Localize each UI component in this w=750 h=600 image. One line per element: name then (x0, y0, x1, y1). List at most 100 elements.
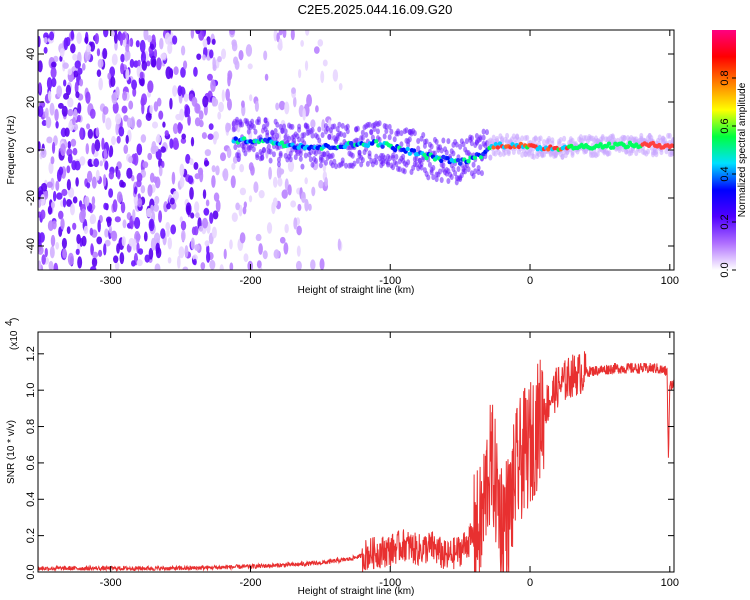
heatmap-noise-blob (67, 68, 73, 76)
heatmap-ridge-halo (344, 162, 349, 169)
heatmap-noise-blob (212, 131, 218, 145)
heatmap-ridge-halo (261, 146, 266, 153)
heatmap-x-tick-label: -100 (379, 275, 401, 287)
heatmap-y-tick-label: -40 (25, 238, 37, 254)
heatmap-noise-blob (155, 242, 160, 254)
heatmap-noise-blob (245, 44, 253, 57)
heatmap-noise-blob (202, 38, 208, 48)
heatmap-x-tick-label: 0 (527, 275, 533, 287)
heatmap-noise-blob (85, 143, 90, 155)
heatmap-noise-blob (103, 202, 108, 210)
heatmap-noise-blob (212, 57, 216, 70)
heatmap-noise-blob (138, 248, 144, 255)
heatmap-ridge-halo (335, 135, 340, 142)
heatmap-noise-blob (103, 148, 108, 159)
heatmap-ridge-halo (308, 149, 313, 156)
heatmap-noise-blob (278, 38, 283, 52)
heatmap-noise-blob (240, 100, 245, 108)
heatmap-ridge-halo (444, 149, 449, 156)
heatmap-ridge-halo (384, 123, 389, 130)
heatmap-noise-blob (95, 169, 100, 181)
heatmap-noise-blob (131, 175, 135, 182)
heatmap-noise-blob (105, 117, 112, 131)
heatmap-noise-blob (178, 246, 185, 259)
heatmap-noise-blob (141, 60, 148, 71)
heatmap-noise-blob (66, 198, 72, 207)
heatmap-noise-blob (72, 222, 77, 231)
heatmap-ridge-halo (332, 123, 337, 130)
heatmap-noise-blob (317, 39, 324, 47)
snr-x-tick-label: 0 (527, 577, 533, 589)
heatmap-noise-blob (119, 32, 124, 46)
heatmap-noise-blob (211, 175, 216, 188)
heatmap-noise-blob (85, 44, 92, 53)
heatmap-noise-blob (206, 36, 211, 45)
heatmap-noise-blob (144, 254, 150, 263)
heatmap-noise-blob (193, 258, 197, 266)
heatmap-ridge-point (233, 136, 238, 141)
heatmap-noise-blob (242, 206, 247, 215)
heatmap-ridge-halo (360, 157, 365, 164)
heatmap-ridge-halo (273, 128, 278, 135)
heatmap-ridge-halo (424, 138, 429, 145)
heatmap-ridge-halo (565, 148, 570, 155)
heatmap-ridge-point (407, 151, 413, 156)
heatmap-noise-blob (58, 102, 64, 109)
heatmap-ridge-halo (387, 123, 392, 130)
snr-x-axis-title: Height of straight line (km) (298, 586, 415, 597)
heatmap-noise-blob (128, 156, 133, 164)
heatmap-noise-blob (184, 245, 189, 258)
heatmap-noise-blob (111, 230, 118, 242)
colorbar-tick-label: 0.4 (719, 166, 731, 181)
heatmap-noise-blob (81, 235, 87, 247)
heatmap-noise-blob (137, 59, 141, 67)
heatmap-noise-blob (102, 174, 107, 187)
heatmap-ridge-point (439, 158, 444, 164)
heatmap-noise-blob (96, 48, 101, 57)
heatmap-noise-blob (287, 160, 295, 173)
heatmap-ridge-point (445, 156, 450, 161)
heatmap-ridge-halo (406, 159, 411, 166)
heatmap-ridge-halo (439, 177, 444, 184)
heatmap-noise-blob (149, 220, 154, 229)
heatmap-noise-blob (135, 40, 140, 48)
heatmap-noise-blob (132, 209, 136, 222)
heatmap-ridge-halo (481, 134, 486, 141)
heatmap-noise-blob (55, 241, 60, 250)
heatmap-noise-blob (300, 191, 306, 203)
heatmap-ridge-halo (451, 150, 456, 157)
heatmap-ridge-halo (355, 157, 360, 164)
snr-x-tick-label: 100 (661, 577, 679, 589)
heatmap-noise-blob (290, 30, 295, 41)
heatmap-noise-blob (175, 113, 182, 121)
heatmap-noise-blob (60, 217, 65, 230)
heatmap-noise-blob (87, 128, 94, 139)
heatmap-ridge-halo (456, 166, 461, 173)
heatmap-noise-blob (72, 53, 78, 61)
heatmap-noise-blob (156, 57, 162, 71)
heatmap-noise-blob (116, 191, 123, 203)
snr-frame (37, 331, 675, 573)
heatmap-noise-blob (220, 152, 227, 162)
heatmap-noise-blob (55, 120, 59, 129)
snr-multiplier-base: (x10 (9, 330, 20, 350)
heatmap-noise-blob (179, 163, 185, 177)
heatmap-noise-blob (54, 108, 59, 122)
heatmap-ridge-halo (302, 132, 307, 139)
heatmap-noise-blob (254, 100, 259, 112)
heatmap-ridge-halo (671, 149, 674, 156)
heatmap-noise-blob (150, 55, 157, 68)
heatmap-noise-blob (93, 158, 100, 168)
heatmap-ridge-halo (303, 152, 308, 159)
heatmap-noise-blob (185, 153, 191, 164)
heatmap-noise-blob (153, 48, 158, 59)
heatmap-noise-blob (126, 167, 133, 179)
heatmap-noise-blob (310, 119, 316, 129)
heatmap-ridge-halo (317, 126, 322, 133)
heatmap-noise-blob (196, 53, 202, 60)
heatmap-noise-blob (319, 258, 325, 270)
heatmap-ridge-halo (531, 153, 536, 160)
heatmap-noise-blob (131, 153, 137, 165)
heatmap-ridge-point (241, 136, 247, 141)
heatmap-ridge-halo (422, 142, 427, 149)
